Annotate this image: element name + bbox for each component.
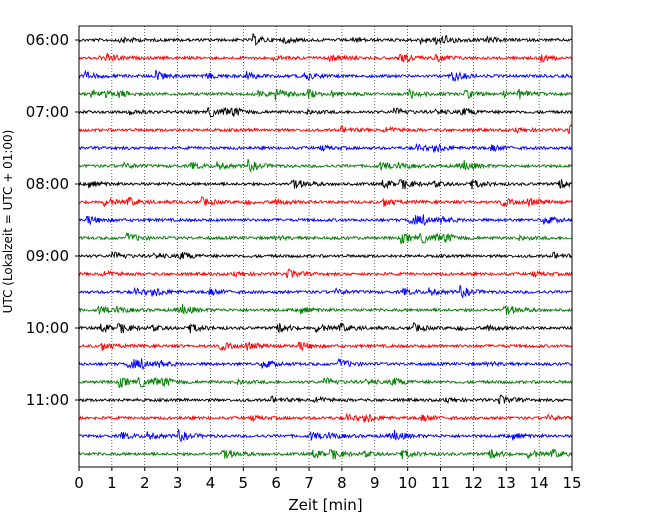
x-axis-label: Zeit [min]: [288, 496, 362, 514]
x-tick-label-9: 9: [370, 474, 380, 492]
x-tick-label-3: 3: [173, 474, 183, 492]
trace-0645: [78, 87, 573, 101]
x-tick-label-0: 0: [74, 474, 84, 492]
trace-0715: [78, 124, 573, 135]
x-tick-label-15: 15: [562, 474, 581, 492]
trace-0900: [78, 251, 573, 261]
trace-1100: [78, 394, 573, 405]
x-tick-label-6: 6: [271, 474, 281, 492]
trace-0845: [78, 231, 573, 244]
x-tick-label-8: 8: [337, 474, 347, 492]
y-axis-label: UTC (Lokalzeit = UTC + 01:00): [1, 130, 15, 314]
trace-0615: [78, 53, 573, 64]
trace-0730: [78, 142, 573, 153]
x-tick-label-12: 12: [464, 474, 483, 492]
trace-1000: [78, 322, 573, 334]
trace-1145: [78, 448, 573, 460]
trace-0915: [78, 268, 573, 279]
x-tick-label-1: 1: [107, 474, 117, 492]
y-tick-label-0700: 07:00: [26, 103, 69, 121]
trace-0600: [78, 33, 573, 47]
x-tick-label-5: 5: [239, 474, 249, 492]
seismic-traces: [78, 33, 573, 460]
trace-0745: [78, 158, 573, 173]
x-tick-label-14: 14: [530, 474, 549, 492]
trace-1015: [78, 341, 573, 352]
x-tick-label-7: 7: [304, 474, 314, 492]
y-axis-ticks: 06:00 07:00 08:00 09:00 10:00 11:00: [26, 31, 79, 409]
x-axis-ticks: 0 1 2 3 4 5 6 7 8 9 10 11 12 13 14 15: [74, 467, 582, 492]
x-tick-label-10: 10: [398, 474, 417, 492]
trace-1045: [78, 376, 573, 388]
x-tick-label-2: 2: [140, 474, 150, 492]
y-tick-label-0800: 08:00: [26, 175, 69, 193]
trace-0815: [78, 196, 573, 208]
trace-0945: [78, 303, 573, 315]
trace-0800: [78, 178, 573, 190]
x-tick-label-11: 11: [431, 474, 450, 492]
trace-0630: [78, 69, 573, 82]
trace-1115: [78, 412, 573, 423]
trace-1130: [78, 428, 573, 443]
x-tick-label-4: 4: [206, 474, 216, 492]
plot-frame: [78, 25, 573, 468]
trace-0930: [78, 284, 573, 299]
y-tick-label-1100: 11:00: [26, 391, 69, 409]
x-tick-label-13: 13: [497, 474, 516, 492]
y-tick-label-0600: 06:00: [26, 31, 69, 49]
y-tick-label-0900: 09:00: [26, 247, 69, 265]
trace-0830: [78, 214, 573, 226]
y-tick-label-1000: 10:00: [26, 319, 69, 337]
trace-0700: [78, 106, 573, 118]
trace-1030: [78, 357, 573, 370]
